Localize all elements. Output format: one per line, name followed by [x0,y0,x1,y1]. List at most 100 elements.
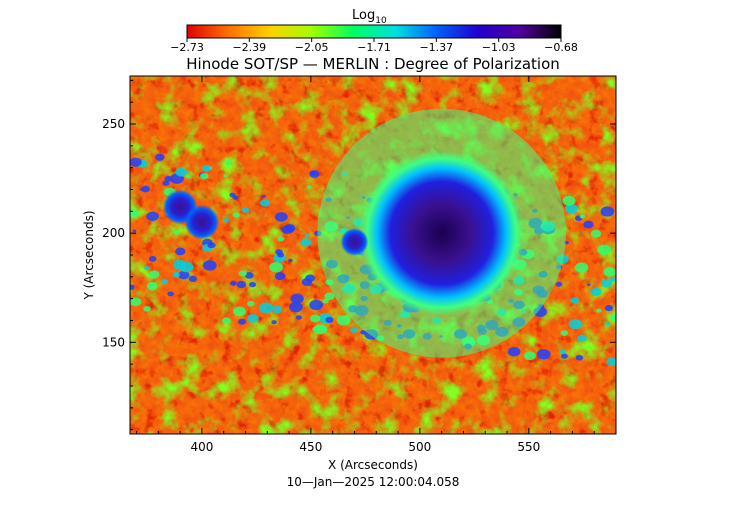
network-patch [160,279,169,285]
network-patch [605,322,610,326]
colorbar-ticks: −2.73 −2.39 −2.05 −1.71 −1.37 −1.03 −0.68 [170,38,578,54]
network-patch [232,212,240,218]
colorbar-tick-label: −2.73 [170,41,204,54]
y-axis: 150 200 250 [102,79,616,431]
network-patch [583,220,594,229]
network-patch [262,194,266,198]
network-patch [274,272,286,281]
network-patch [164,175,173,182]
network-patch [139,188,143,191]
network-patch [258,291,262,295]
colorbar-tick-label: −2.05 [295,41,329,54]
network-patch [309,299,324,311]
network-patch [577,334,587,342]
network-patch [274,212,288,222]
x-axis: 400 450 500 550 [136,76,617,454]
network-patch [562,195,576,206]
network-patch [130,284,135,290]
network-patch [247,314,259,323]
network-patch [309,171,316,176]
network-patch [148,270,160,279]
network-patch [275,249,283,255]
network-patch [200,172,209,180]
network-patch [300,241,305,245]
network-patch [295,315,303,320]
colorbar-tick-label: −1.37 [419,41,453,54]
network-patch [202,260,217,271]
network-patch [564,203,578,214]
network-patch [597,244,612,256]
network-patch [130,209,140,218]
network-patch [523,351,536,361]
colorbar-title: Log10 [352,8,387,26]
network-patch [290,293,304,304]
network-patch [600,206,615,217]
network-patch [185,174,191,179]
network-patch [178,270,190,280]
network-patch [601,279,613,288]
network-patch [241,207,250,213]
network-patch [222,317,231,324]
network-patch [130,297,142,307]
network-patch [146,211,159,222]
network-patch [148,256,157,262]
network-patch [559,349,566,354]
network-patch [144,266,150,270]
network-patch [154,153,165,161]
network-patch [162,180,170,186]
network-patch [271,320,277,325]
network-patch [259,199,270,207]
network-patch [324,292,335,301]
y-axis-label: Y (Arcseconds) [82,210,96,300]
y-tick-label: 150 [102,335,125,349]
network-patch [269,262,283,273]
network-patch [238,270,247,277]
heatmap-image [130,76,616,434]
network-patch [307,185,312,189]
network-patch [188,275,197,283]
network-patch [175,167,187,177]
network-patch [555,281,563,287]
network-patch [132,229,137,233]
network-patch [587,283,591,286]
network-patch [325,316,334,323]
network-patch [590,229,602,238]
network-patch [175,247,186,256]
sunspot-umbra [358,150,525,317]
network-patch [604,305,614,312]
network-patch [207,242,216,249]
network-patch [305,274,316,282]
colorbar-title-subscript: 10 [375,16,387,26]
network-patch [225,160,232,166]
network-patch [609,314,616,321]
network-patch [258,302,274,314]
network-patch [223,174,227,178]
x-axis-label: X (Arcseconds) [328,458,418,472]
chart-title: Hinode SOT/SP — MERLIN : Degree of Polar… [186,55,560,73]
y-tick-label: 200 [102,226,125,240]
network-patch [574,262,589,273]
y-tick-label: 250 [102,117,125,131]
network-patch [507,347,521,357]
network-patch [560,353,568,359]
network-patch [570,297,580,304]
network-patch [229,192,236,198]
network-patch [201,164,211,172]
network-patch [590,287,602,297]
network-patch [336,315,351,326]
network-patch [248,281,257,288]
x-tick-label: 450 [299,440,322,454]
network-patch [277,236,285,242]
network-patch [173,229,180,235]
network-patch [309,314,321,323]
network-patch [575,354,584,361]
network-patch [223,217,230,223]
pore-3 [340,227,369,256]
network-patch [606,357,616,366]
colorbar [186,24,562,39]
network-patch [300,238,312,247]
network-patch [350,327,358,333]
pore-2 [184,204,220,240]
network-patch [143,305,151,312]
